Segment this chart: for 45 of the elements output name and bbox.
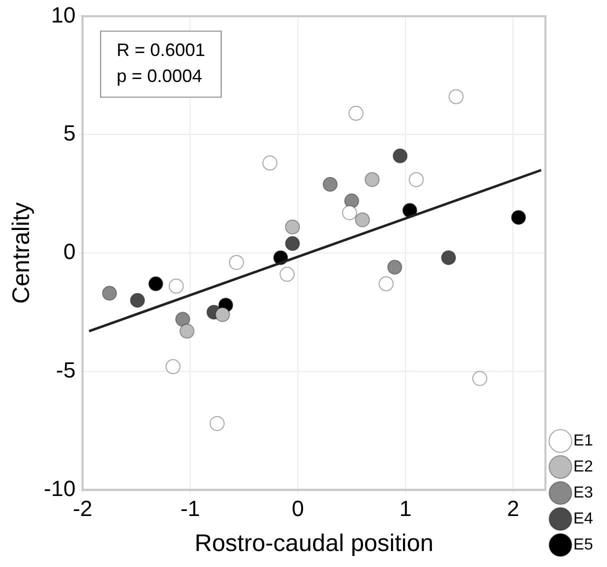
point xyxy=(284,236,300,252)
point xyxy=(168,278,184,294)
point xyxy=(348,106,364,121)
point xyxy=(210,416,225,431)
point xyxy=(364,172,380,188)
legend-label: E3 xyxy=(573,484,594,502)
legend-label: E2 xyxy=(573,458,594,476)
point xyxy=(344,193,360,208)
point xyxy=(378,276,394,292)
point xyxy=(166,359,181,374)
y-tick-label: 0 xyxy=(63,239,76,264)
point xyxy=(102,286,118,301)
point xyxy=(408,172,424,188)
point xyxy=(448,89,464,104)
x-tick-label: 1 xyxy=(399,496,412,522)
point xyxy=(392,148,408,164)
point xyxy=(284,219,300,234)
point xyxy=(148,276,164,292)
point xyxy=(229,254,244,270)
x-axis-title: Rostro-caudal position xyxy=(194,530,434,558)
point xyxy=(387,260,402,275)
x-tick-label: 2 xyxy=(507,496,520,522)
annotation: p = 0.0004 xyxy=(116,66,202,86)
point xyxy=(130,292,145,308)
point xyxy=(354,212,370,228)
y-tick-label: 10 xyxy=(51,2,76,28)
point xyxy=(175,312,190,327)
point xyxy=(342,205,358,220)
point xyxy=(441,250,456,266)
legend-label: E5 xyxy=(573,536,594,554)
y-tick-label: 5 xyxy=(63,120,76,146)
point xyxy=(180,324,195,339)
point xyxy=(511,210,526,225)
point xyxy=(280,266,295,282)
point xyxy=(215,307,230,322)
y-axis-title: Centrality xyxy=(8,202,36,304)
legend-label: E4 xyxy=(573,510,594,528)
x-tick-label: -1 xyxy=(180,496,200,522)
point xyxy=(322,176,338,192)
point xyxy=(472,371,488,386)
legend-label: E1 xyxy=(573,432,594,450)
y-tick-label: -5 xyxy=(56,357,76,382)
annotation: R = 0.6001 xyxy=(116,40,206,60)
x-tick-label: 0 xyxy=(292,496,304,522)
point xyxy=(262,156,278,171)
